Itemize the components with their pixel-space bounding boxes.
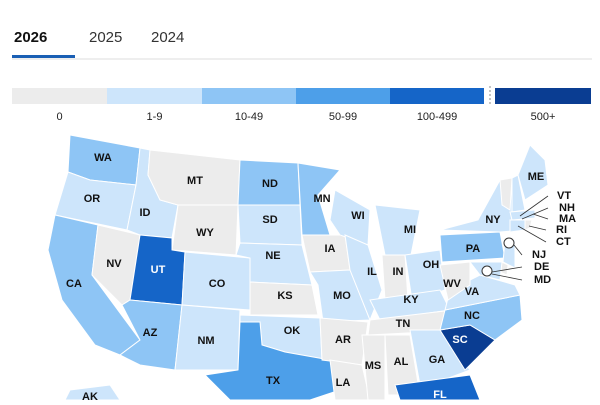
state-shape[interactable] bbox=[297, 162, 341, 236]
leader-line bbox=[513, 244, 523, 256]
state-label: AL bbox=[394, 356, 409, 368]
leader-line bbox=[521, 207, 549, 220]
state-shape[interactable] bbox=[439, 261, 471, 301]
legend-label: 10-49 bbox=[235, 111, 263, 123]
callout-circle bbox=[503, 237, 515, 249]
state-label: LA bbox=[336, 377, 351, 389]
state-label: AK bbox=[82, 391, 98, 400]
legend-swatch bbox=[12, 88, 107, 104]
year-tab[interactable]: 2025 bbox=[89, 29, 122, 46]
state-shape[interactable] bbox=[404, 249, 446, 301]
state-label: NY bbox=[485, 214, 501, 226]
state-label: CO bbox=[209, 278, 226, 290]
leader-line bbox=[491, 266, 523, 273]
legend-swatch bbox=[390, 88, 484, 104]
state-label: SC bbox=[452, 334, 467, 346]
state-label: ID bbox=[140, 207, 151, 219]
state-label: KS bbox=[277, 290, 292, 302]
state-label: UT bbox=[151, 264, 166, 276]
state-label: CA bbox=[66, 278, 82, 290]
state-label: IN bbox=[393, 266, 404, 278]
state-label: PA bbox=[466, 243, 481, 255]
state-label: MS bbox=[365, 360, 382, 372]
year-tab[interactable]: 2026 bbox=[14, 29, 47, 46]
state-label: MN bbox=[313, 193, 330, 205]
us-map: WA OR CA NV ID MT WY UT CO AZ NM ND SD NE KS OK TX MN IA MO… bbox=[47, 134, 576, 403]
state-shape[interactable] bbox=[509, 219, 526, 233]
leader-line bbox=[519, 195, 549, 217]
state-label: OR bbox=[84, 193, 101, 205]
active-tab-underline bbox=[12, 55, 75, 58]
legend-swatch bbox=[107, 88, 202, 104]
state-label: WI bbox=[351, 210, 364, 222]
state-label: MD bbox=[534, 274, 551, 286]
state-label: MT bbox=[187, 175, 203, 187]
callout-circle bbox=[481, 265, 493, 277]
state-label: ME bbox=[528, 171, 545, 183]
state-label: VT bbox=[557, 190, 571, 202]
state-label: SD bbox=[262, 214, 277, 226]
state-label: FL bbox=[433, 389, 447, 400]
state-label: DE bbox=[534, 261, 549, 273]
state-label: TN bbox=[396, 318, 411, 330]
leader-line bbox=[517, 225, 547, 243]
state-shape[interactable] bbox=[511, 174, 526, 213]
leader-line bbox=[532, 213, 549, 220]
state-label: IL bbox=[367, 266, 377, 278]
state-label: AZ bbox=[143, 327, 158, 339]
state-label: OK bbox=[284, 325, 301, 337]
state-label: KY bbox=[403, 294, 419, 306]
legend-swatch bbox=[202, 88, 296, 104]
state-shape[interactable] bbox=[509, 209, 536, 221]
state-label: MA bbox=[559, 213, 576, 225]
leader-line bbox=[491, 273, 523, 281]
state-label: MI bbox=[404, 224, 416, 236]
state-label: AR bbox=[335, 334, 351, 346]
state-label: IA bbox=[325, 243, 336, 255]
legend-label: 500+ bbox=[531, 111, 556, 123]
state-label: CT bbox=[556, 236, 571, 248]
state-label: NC bbox=[464, 310, 480, 322]
state-label: NJ bbox=[532, 249, 546, 261]
legend-label: 1-9 bbox=[147, 111, 163, 123]
legend-swatch bbox=[495, 88, 591, 104]
legend-label: 100-499 bbox=[417, 111, 457, 123]
state-shape[interactable] bbox=[499, 177, 513, 211]
state-label: GA bbox=[429, 354, 446, 366]
state-label: WA bbox=[94, 152, 112, 164]
state-label: WY bbox=[196, 227, 214, 239]
state-label: MO bbox=[333, 290, 351, 302]
year-tab[interactable]: 2024 bbox=[151, 29, 184, 46]
state-shape[interactable] bbox=[524, 219, 533, 231]
state-label: ND bbox=[262, 178, 278, 190]
leader-line bbox=[528, 225, 547, 231]
legend-label: 50-99 bbox=[329, 111, 357, 123]
state-shape[interactable] bbox=[249, 281, 319, 316]
legend-swatch bbox=[296, 88, 390, 104]
state-label: NE bbox=[265, 250, 280, 262]
state-label: RI bbox=[556, 224, 567, 236]
state-shape[interactable] bbox=[517, 144, 549, 201]
legend-label: 0 bbox=[56, 111, 62, 123]
state-label: OH bbox=[423, 259, 440, 271]
state-label: NM bbox=[197, 335, 214, 347]
state-label: NV bbox=[106, 258, 122, 270]
state-label: VA bbox=[465, 286, 480, 298]
state-label: NH bbox=[559, 202, 575, 214]
state-label: WV bbox=[443, 278, 461, 290]
state-label: TX bbox=[266, 375, 281, 387]
